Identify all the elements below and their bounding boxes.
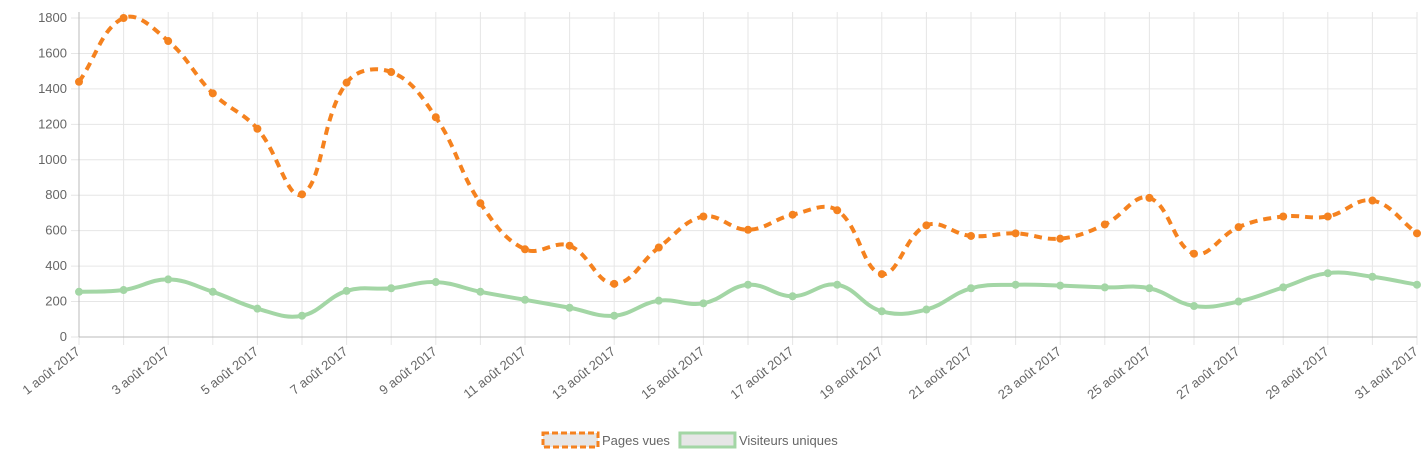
data-point: [1234, 297, 1243, 306]
data-point: [877, 270, 886, 279]
data-point: [431, 113, 440, 122]
data-point: [387, 68, 396, 77]
data-point: [1011, 229, 1020, 238]
data-point: [1145, 284, 1154, 293]
data-point: [1056, 281, 1065, 290]
data-point: [387, 284, 396, 293]
data-point: [75, 77, 83, 86]
x-tick-label: 23 août 2017: [995, 344, 1064, 403]
data-point: [967, 231, 975, 240]
data-point: [119, 286, 128, 295]
data-point: [164, 37, 173, 46]
data-point: [208, 89, 217, 98]
data-point: [833, 206, 842, 215]
y-tick-label: 0: [60, 329, 67, 344]
data-point: [1413, 280, 1421, 289]
legend-swatch: [678, 431, 737, 449]
data-point: [1190, 301, 1198, 310]
data-point: [253, 124, 262, 133]
data-point: [1145, 193, 1154, 202]
data-point: [476, 287, 485, 296]
data-point: [788, 210, 797, 219]
data-point: [253, 304, 262, 313]
data-point: [610, 279, 619, 288]
x-tick-label: 7 août 2017: [287, 344, 350, 398]
data-point: [1100, 283, 1109, 292]
data-point: [1234, 223, 1243, 232]
data-point: [1279, 283, 1288, 292]
y-tick-label: 1600: [38, 45, 67, 60]
data-point: [1011, 280, 1020, 289]
y-tick-label: 200: [45, 294, 67, 309]
legend-label: Pages vues: [602, 433, 670, 448]
data-point: [1056, 234, 1065, 243]
data-point: [1323, 212, 1332, 221]
y-tick-label: 600: [45, 223, 67, 238]
data-point: [922, 221, 931, 230]
data-point: [699, 212, 708, 221]
data-point: [298, 190, 306, 199]
x-tick-label: 31 août 2017: [1352, 344, 1421, 403]
data-point: [342, 78, 351, 87]
x-tick-label: 15 août 2017: [638, 344, 707, 403]
data-point: [476, 199, 485, 208]
data-point: [654, 296, 663, 305]
x-tick-label: 13 août 2017: [549, 344, 618, 403]
x-tick-label: 25 août 2017: [1084, 344, 1153, 403]
data-point: [119, 14, 128, 22]
x-tick-label: 19 août 2017: [817, 344, 886, 403]
legend: Pages vues Visiteurs uniques: [541, 431, 838, 449]
data-point: [699, 299, 708, 308]
x-tick-label: 29 août 2017: [1263, 344, 1332, 403]
data-point: [565, 303, 574, 312]
data-point: [744, 225, 752, 234]
data-point: [1368, 196, 1377, 205]
data-point: [164, 275, 173, 284]
x-tick-label: 17 août 2017: [727, 344, 796, 403]
y-tick-label: 1200: [38, 116, 67, 131]
data-point: [431, 278, 440, 287]
data-point: [610, 311, 619, 320]
data-point: [521, 245, 529, 254]
x-tick-label: 11 août 2017: [461, 344, 529, 402]
data-point: [744, 280, 752, 289]
data-point: [1100, 220, 1109, 229]
y-tick-label: 1800: [38, 10, 67, 25]
x-tick-label: 9 août 2017: [376, 344, 439, 398]
data-point: [833, 280, 842, 289]
y-tick-label: 1400: [38, 81, 67, 96]
data-point: [654, 243, 663, 252]
data-point: [1413, 229, 1421, 238]
x-tick-label: 5 août 2017: [198, 344, 261, 398]
x-tick-label: 1 août 2017: [19, 344, 82, 398]
y-tick-label: 1000: [38, 152, 67, 167]
data-point: [788, 292, 797, 301]
data-point: [342, 286, 351, 295]
data-point: [208, 287, 217, 296]
data-point: [521, 295, 529, 304]
y-tick-label: 400: [45, 258, 67, 273]
data-point: [1368, 272, 1377, 281]
data-point: [1323, 269, 1332, 278]
x-tick-label: 27 août 2017: [1173, 344, 1242, 403]
data-point: [967, 284, 975, 293]
data-point: [75, 287, 83, 296]
data-point: [1190, 249, 1198, 258]
data-point: [565, 241, 574, 250]
data-point: [1279, 212, 1288, 221]
legend-label: Visiteurs uniques: [739, 433, 838, 448]
legend-swatch: [541, 431, 600, 449]
data-point: [877, 307, 886, 316]
y-tick-label: 800: [45, 187, 67, 202]
data-point: [298, 311, 306, 320]
data-point: [922, 305, 931, 314]
x-tick-label: 21 août 2017: [906, 344, 975, 403]
x-tick-label: 3 août 2017: [109, 344, 172, 398]
